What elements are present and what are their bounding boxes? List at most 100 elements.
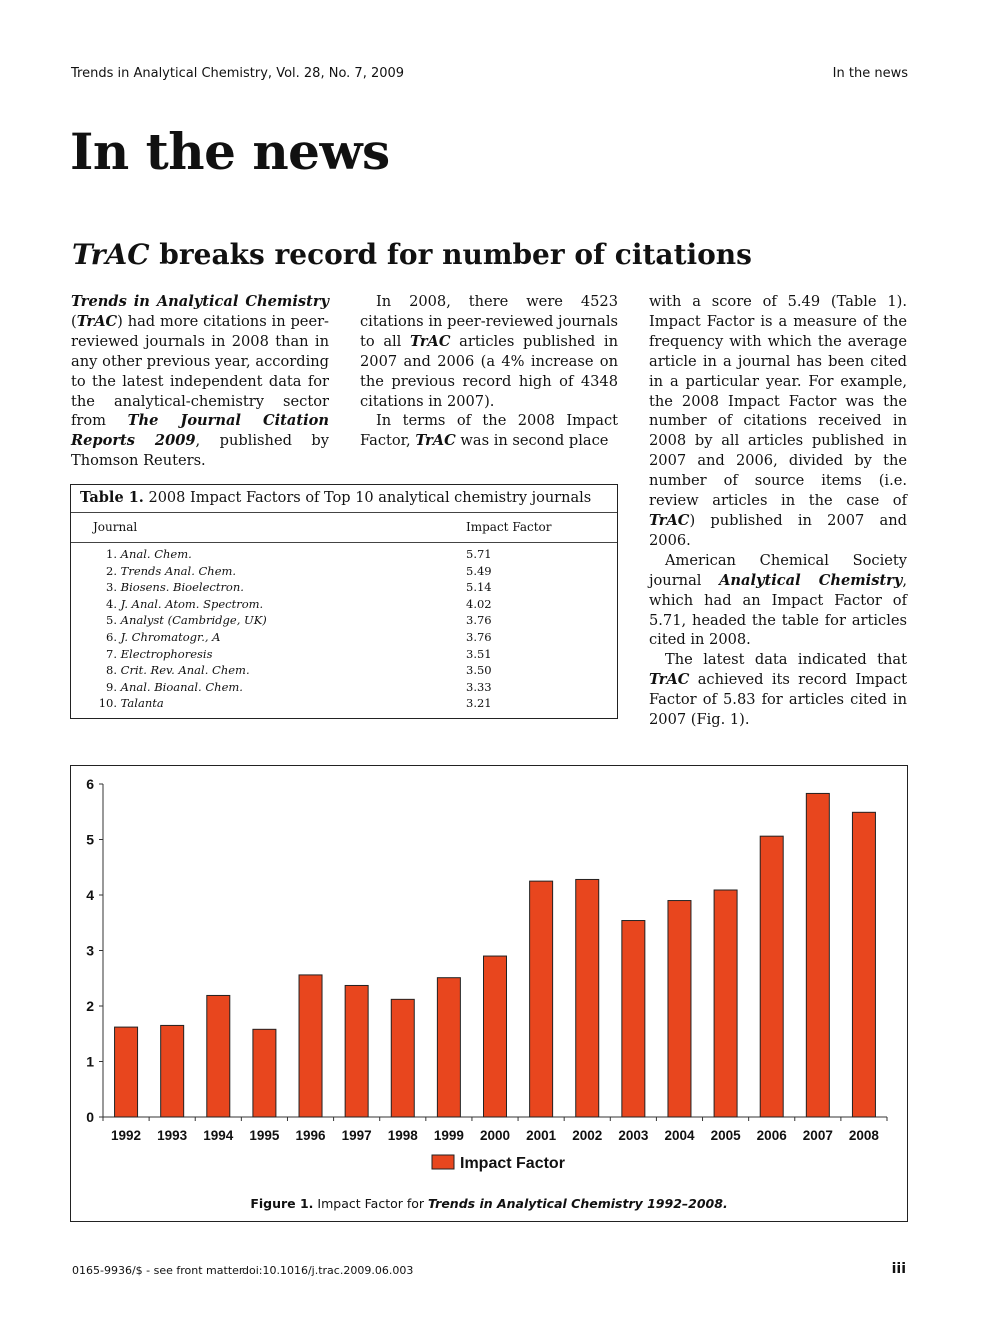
- impact-factor-value: 4.02: [466, 596, 492, 611]
- running-head-journal: Trends in Analytical Chemistry, Vol. 28,…: [71, 66, 405, 81]
- body-text: , which had an Impact Factor of 5.71, he…: [649, 571, 907, 649]
- row-number: 4.: [106, 596, 117, 611]
- bar: [436, 977, 461, 1118]
- bar: [252, 1028, 277, 1118]
- row-number: 6.: [106, 630, 117, 644]
- bar: [390, 998, 415, 1118]
- journal-name: 4. J. Anal. Atom. Spectrom.: [97, 597, 263, 611]
- impact-factor-value: 5.14: [466, 580, 492, 595]
- body-text: was in second place: [455, 432, 609, 450]
- bar: [621, 920, 646, 1118]
- x-tick-label: 1997: [342, 1128, 372, 1143]
- x-tick-label: 2006: [757, 1128, 788, 1143]
- emphasis-text: Trends in Analytical Chemistry: [71, 293, 329, 310]
- journal-name: 1. Anal. Chem.: [97, 547, 192, 561]
- x-tick-label: 1994: [203, 1128, 234, 1143]
- journal-title: Trends Anal. Chem.: [117, 563, 237, 578]
- body-text: (: [71, 312, 77, 330]
- body-text: , published by Thomson Reuters.: [71, 432, 329, 470]
- body-text: In 2008, there were 4523 citations in pe…: [360, 293, 618, 350]
- journal-title: Electrophoresis: [117, 646, 213, 661]
- table-row: 2. Trends Anal. Chem. 5.49: [97, 564, 597, 581]
- bar-chart: 0 1 2 3 4 5 6 1992 1993 1994 1995 1996 1997 1998 1999 2…: [86, 776, 888, 1172]
- body-column-3: with a score of 5.49 (Table 1). Impact F…: [649, 292, 907, 730]
- impact-factor-value: 3.51: [466, 646, 492, 661]
- journal-name: 7. Electrophoresis: [97, 646, 213, 661]
- x-tick-label: 2008: [849, 1128, 880, 1143]
- journal-name: 2. Trends Anal. Chem.: [97, 564, 236, 578]
- impact-factor-value: 3.33: [466, 679, 492, 694]
- article-title: TrAC breaks record for number of citatio…: [72, 238, 752, 271]
- y-tick-label: 0: [86, 1109, 94, 1125]
- row-number: 2.: [106, 563, 117, 578]
- journal-title: Biosens. Bioelectron.: [117, 580, 244, 595]
- journal-title: Anal. Bioanal. Chem.: [117, 679, 243, 694]
- paragraph: American Chemical Society journal Analyt…: [649, 551, 907, 651]
- journal-title: Analyst (Cambridge, UK): [117, 613, 267, 628]
- row-number: 8.: [106, 663, 117, 678]
- table-caption-label: Table 1.: [80, 489, 144, 506]
- bar: [114, 1026, 139, 1118]
- bar: [529, 880, 554, 1118]
- bar: [344, 984, 369, 1118]
- row-number: 7.: [106, 646, 117, 661]
- body-text: articles published in 2007 and 2006 (a 4…: [360, 332, 618, 410]
- journal-title: J. Anal. Atom. Spectrom.: [117, 596, 264, 611]
- figure-caption-text: Impact Factor for: [313, 1196, 429, 1211]
- x-tick-label: 2007: [803, 1128, 833, 1143]
- x-tick-label: 1993: [157, 1128, 188, 1143]
- bar: [298, 974, 323, 1118]
- row-number: 10.: [98, 696, 117, 711]
- table-1: Table 1. 2008 Impact Factors of Top 10 a…: [70, 484, 618, 719]
- paragraph: Trends in Analytical Chemistry (TrAC) ha…: [71, 292, 329, 471]
- table-row: 7. Electrophoresis 3.51: [97, 647, 597, 664]
- table-caption: Table 1. 2008 Impact Factors of Top 10 a…: [80, 489, 591, 506]
- impact-factor-value: 3.76: [466, 630, 492, 644]
- bar: [160, 1024, 185, 1118]
- table-row: 1. Anal. Chem. 5.71: [97, 547, 597, 564]
- journal-title: Crit. Rev. Anal. Chem.: [117, 663, 250, 678]
- x-tick-label: 1995: [249, 1128, 280, 1143]
- table-row: 9. Anal. Bioanal. Chem. 3.33: [97, 680, 597, 697]
- y-tick-label: 3: [86, 943, 94, 959]
- emphasis-text: TrAC: [649, 511, 690, 529]
- figure-caption-journal: Trends in Analytical Chemistry 1992–2008…: [428, 1196, 728, 1211]
- table-row: 4. J. Anal. Atom. Spectrom. 4.02: [97, 597, 597, 614]
- journal-name: 9. Anal. Bioanal. Chem.: [97, 680, 243, 694]
- article-title-journal: TrAC: [72, 238, 150, 271]
- body-column-2: In 2008, there were 4523 citations in pe…: [360, 292, 618, 451]
- table-row: 8. Crit. Rev. Anal. Chem. 3.50: [97, 663, 597, 680]
- paragraph: with a score of 5.49 (Table 1). Impact F…: [649, 292, 907, 551]
- journal-title: Anal. Chem.: [117, 547, 192, 561]
- page-number: iii: [891, 1261, 906, 1277]
- x-tick-label: 1998: [388, 1128, 419, 1143]
- body-text: In terms of the 2008 Impact Factor,: [360, 412, 618, 450]
- row-number: 1.: [106, 547, 117, 561]
- impact-factor-value: 5.49: [466, 563, 492, 578]
- bar: [667, 900, 692, 1118]
- bar: [851, 811, 876, 1118]
- impact-factor-value: 3.21: [466, 696, 492, 711]
- journal-title: Talanta: [117, 696, 164, 711]
- y-tick-label: 1: [86, 1054, 94, 1070]
- paragraph: The latest data indicated that TrAC achi…: [649, 650, 907, 730]
- y-tick-label: 2: [86, 998, 94, 1014]
- paragraph: In terms of the 2008 Impact Factor, TrAC…: [360, 411, 618, 451]
- impact-factor-value: 3.50: [466, 663, 492, 678]
- body-text: American Chemical Society journal: [649, 551, 907, 589]
- y-tick-label: 6: [86, 776, 94, 792]
- x-tick-label: 2005: [711, 1128, 742, 1143]
- table-row: 3. Biosens. Bioelectron. 5.14: [97, 580, 597, 597]
- body-text: The latest data indicated that: [665, 651, 907, 669]
- table-header-impact-factor: Impact Factor: [466, 520, 552, 534]
- y-tick-label: 5: [86, 832, 94, 848]
- figure-caption: Figure 1. Impact Factor for Trends in An…: [70, 1196, 908, 1211]
- bar: [713, 889, 738, 1118]
- journal-name: 3. Biosens. Bioelectron.: [97, 580, 244, 594]
- body-text: ) had more citations in peer-reviewed jo…: [71, 312, 329, 430]
- journal-name: 5. Analyst (Cambridge, UK): [97, 613, 267, 627]
- x-tick-label: 2004: [664, 1128, 695, 1143]
- x-tick-label: 1996: [296, 1128, 327, 1143]
- paragraph: In 2008, there were 4523 citations in pe…: [360, 292, 618, 411]
- x-tick-label: 1999: [434, 1128, 464, 1143]
